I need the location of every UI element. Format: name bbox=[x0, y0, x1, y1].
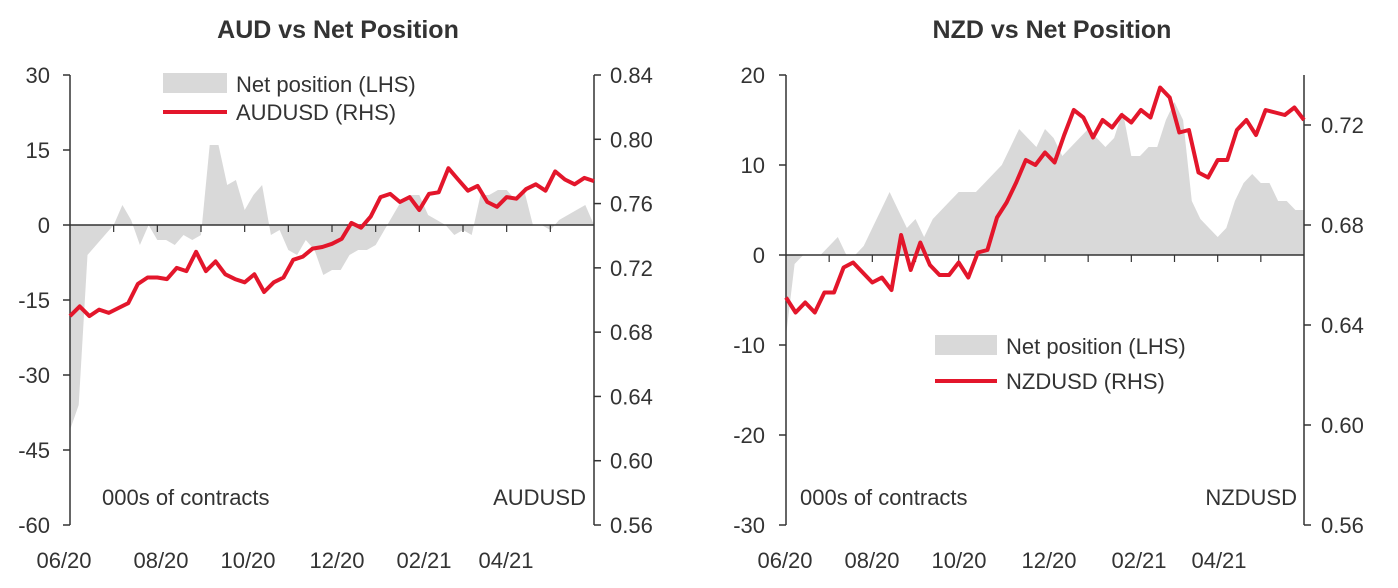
right-tick-label: 0.56 bbox=[610, 513, 653, 538]
x-tick-label: 02/21 bbox=[1111, 548, 1166, 573]
left-unit-label: 000s of contracts bbox=[800, 485, 968, 510]
x-tick-label: 08/20 bbox=[844, 548, 899, 573]
fx-rate-line bbox=[784, 85, 1306, 315]
left-tick-label: 0 bbox=[753, 243, 765, 268]
x-tick-label: 12/20 bbox=[1021, 548, 1076, 573]
x-tick-label: 06/20 bbox=[757, 548, 812, 573]
x-tick-label: 06/20 bbox=[36, 548, 91, 573]
chart-title: AUD vs Net Position bbox=[217, 16, 459, 44]
right-tick-label: 0.64 bbox=[610, 384, 653, 409]
x-tick-label: 04/21 bbox=[478, 548, 533, 573]
left-tick-label: 30 bbox=[26, 63, 50, 88]
aud-chart: AUD vs Net Position 30 15 0 -15 -30 -45 -60 0.84… bbox=[18, 16, 653, 573]
left-tick-label: 10 bbox=[741, 153, 765, 178]
x-tick-label: 10/20 bbox=[220, 548, 275, 573]
right-unit-label: AUDUSD bbox=[493, 485, 586, 510]
x-tick-label: 08/20 bbox=[133, 548, 188, 573]
fx-rate-line bbox=[68, 166, 595, 319]
left-tick-label: -10 bbox=[733, 333, 765, 358]
right-tick-label: 0.80 bbox=[610, 127, 653, 152]
right-tick-label: 0.68 bbox=[1321, 213, 1364, 238]
legend-swatch-area bbox=[163, 73, 227, 93]
right-tick-label: 0.60 bbox=[610, 449, 653, 474]
left-tick-label: -15 bbox=[18, 288, 50, 313]
left-tick-label: -30 bbox=[18, 363, 50, 388]
legend-label-line: NZDUSD (RHS) bbox=[1006, 369, 1165, 394]
left-tick-label: -45 bbox=[18, 438, 50, 463]
left-tick-label: -30 bbox=[733, 513, 765, 538]
right-unit-label: NZDUSD bbox=[1205, 485, 1297, 510]
right-tick-label: 0.72 bbox=[610, 256, 653, 281]
x-tick-label: 04/21 bbox=[1191, 548, 1246, 573]
right-tick-label: 0.76 bbox=[610, 192, 653, 217]
right-tick-label: 0.68 bbox=[610, 320, 653, 345]
net-position-area bbox=[786, 102, 1304, 336]
right-tick-label: 0.56 bbox=[1321, 513, 1364, 538]
legend-label-area: Net position (LHS) bbox=[236, 72, 416, 97]
x-tick-label: 12/20 bbox=[309, 548, 364, 573]
left-tick-label: 0 bbox=[38, 213, 50, 238]
right-tick-label: 0.84 bbox=[610, 63, 653, 88]
left-unit-label: 000s of contracts bbox=[102, 485, 270, 510]
left-tick-label: 20 bbox=[741, 63, 765, 88]
legend-swatch-area bbox=[935, 335, 997, 355]
x-tick-label: 02/21 bbox=[396, 548, 451, 573]
legend-label-line: AUDUSD (RHS) bbox=[236, 100, 396, 125]
left-tick-label: -20 bbox=[733, 423, 765, 448]
right-tick-label: 0.72 bbox=[1321, 113, 1364, 138]
x-tick-label: 10/20 bbox=[931, 548, 986, 573]
chart-title: NZD vs Net Position bbox=[933, 16, 1172, 44]
right-tick-label: 0.60 bbox=[1321, 413, 1364, 438]
nzd-chart: NZD vs Net Position 20 10 0 -10 -20 -30 0.72 0.6… bbox=[733, 16, 1364, 573]
left-tick-label: 15 bbox=[26, 138, 50, 163]
left-tick-label: -60 bbox=[18, 513, 50, 538]
legend-label-area: Net position (LHS) bbox=[1006, 334, 1186, 359]
net-position-area bbox=[70, 145, 594, 430]
right-tick-label: 0.64 bbox=[1321, 313, 1364, 338]
